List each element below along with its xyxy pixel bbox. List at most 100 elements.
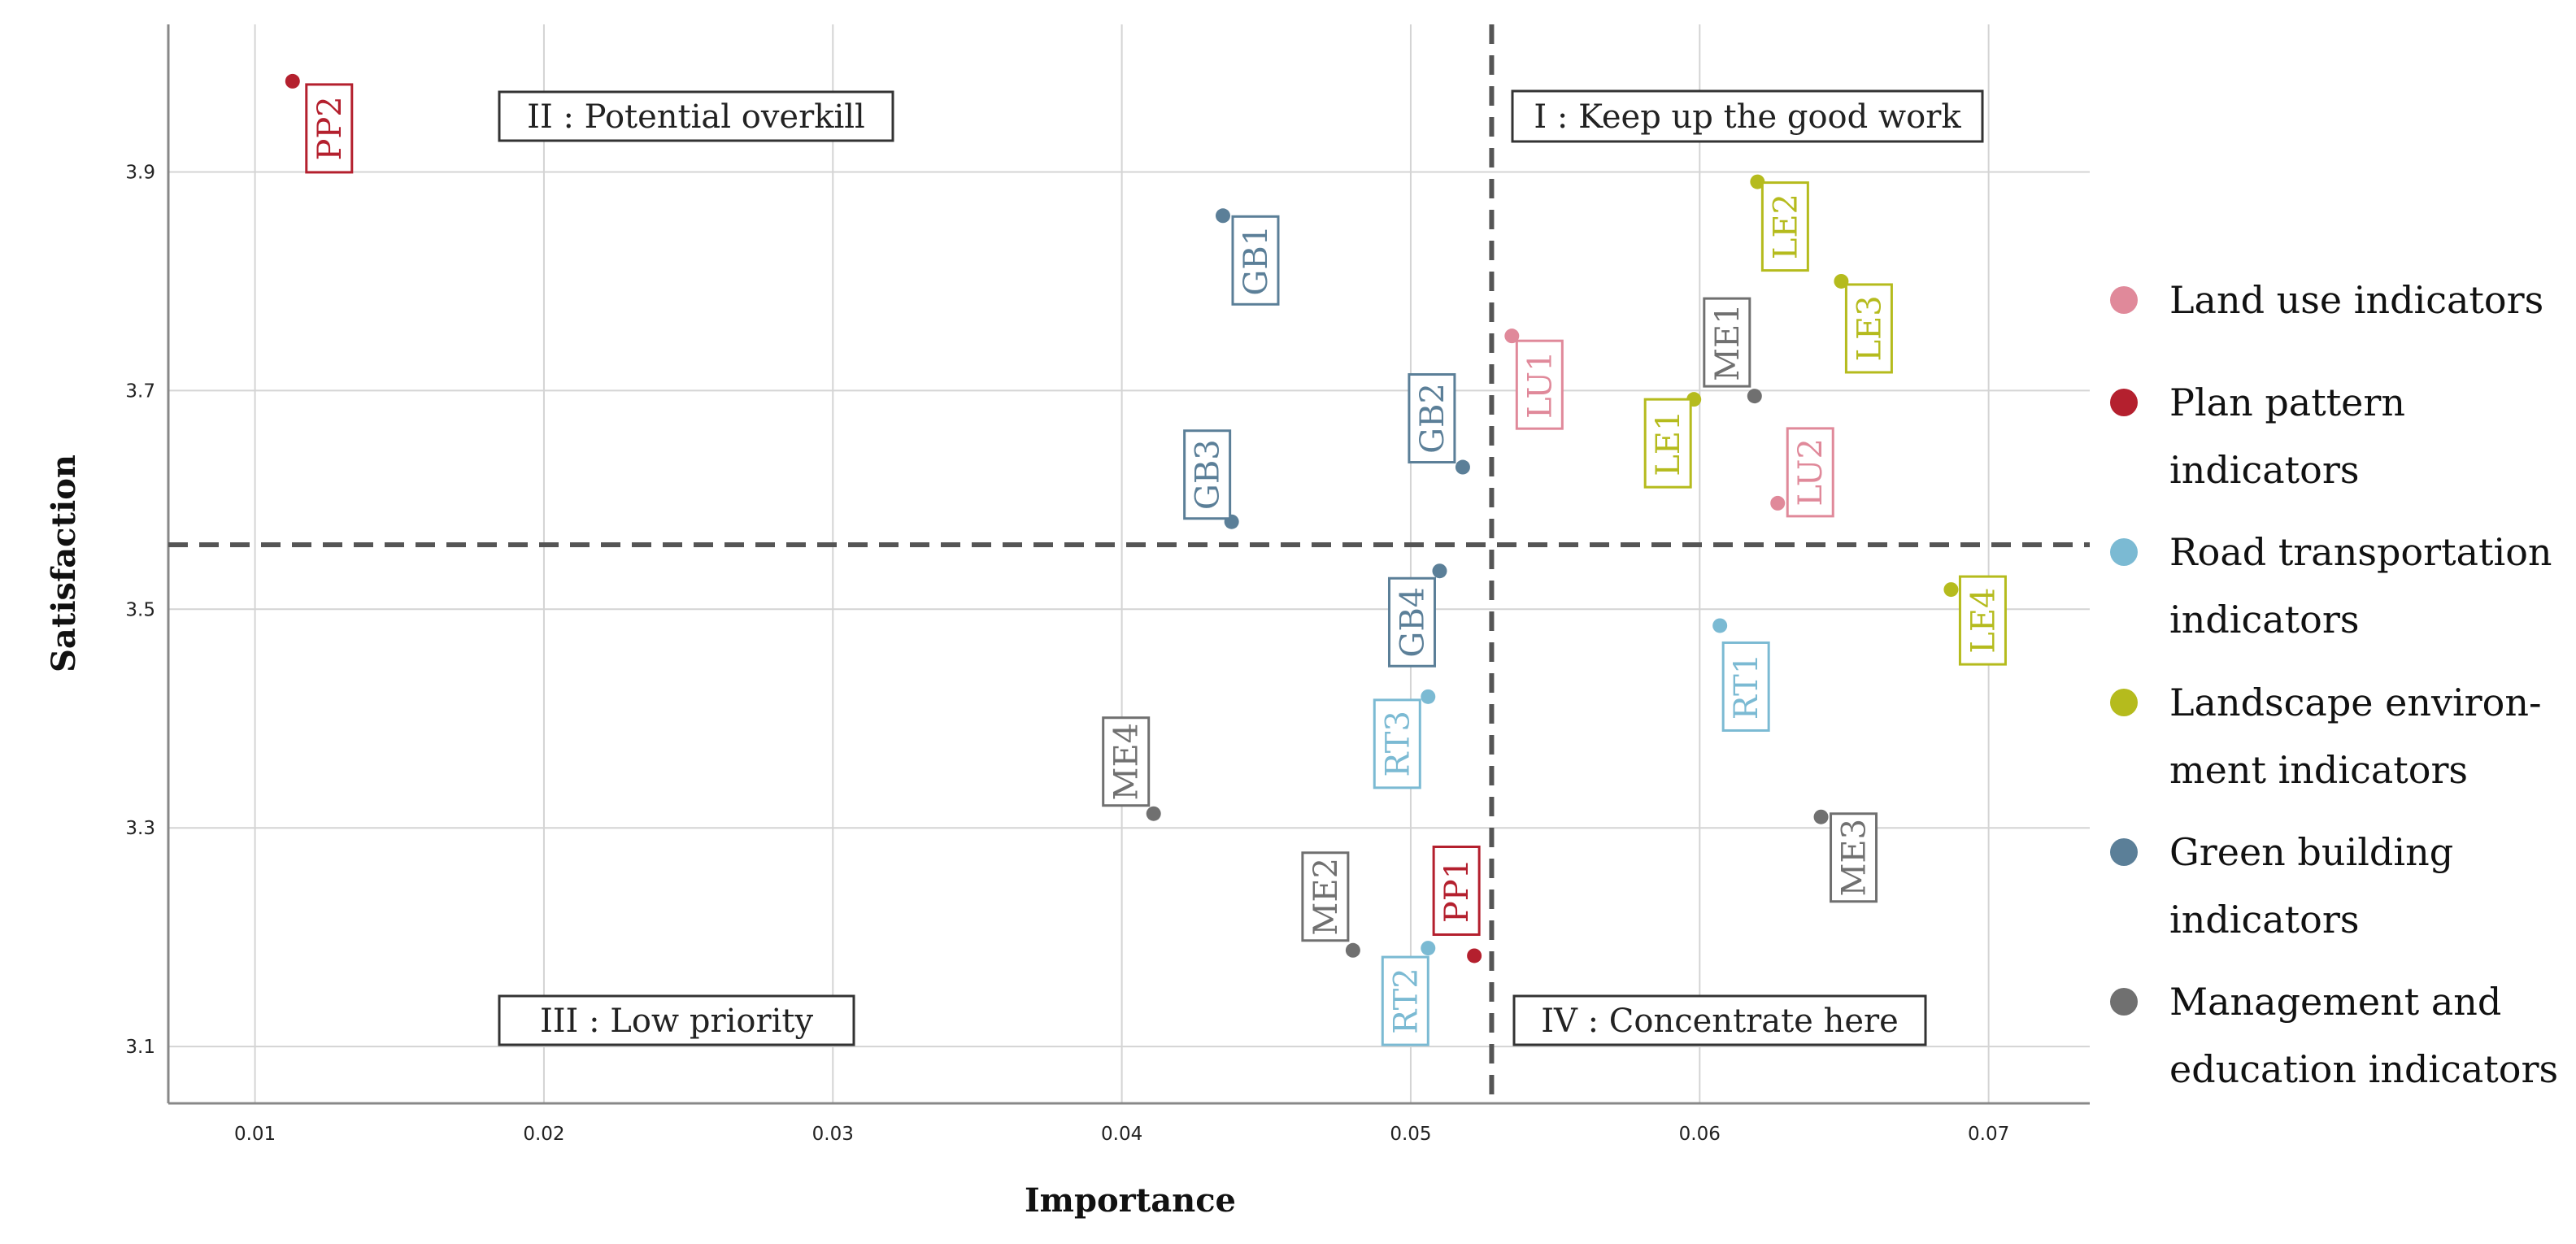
point-rt1 — [1712, 618, 1728, 633]
point-label-lu2: LU2 — [1786, 427, 1834, 518]
x-tick-label: 0.04 — [1101, 1124, 1142, 1145]
x-axis-title: Importance — [1025, 1181, 1236, 1220]
quadrant-label-q2: II : Potential overkill — [498, 90, 894, 142]
point-label-rt1: RT1 — [1721, 641, 1770, 732]
point-label-text: RT1 — [1728, 654, 1765, 720]
point-label-text: GB3 — [1190, 439, 1227, 510]
point-label-box — [1515, 339, 1564, 430]
x-tick-label: 0.06 — [1679, 1124, 1721, 1145]
point-label-me3: ME3 — [1830, 812, 1878, 903]
legend-item-4: Landscape environ-ment indicators — [2110, 681, 2542, 792]
point-label-le1: LE1 — [1643, 398, 1692, 489]
point-label-gb1: GB1 — [1231, 215, 1280, 306]
point-label-le2: LE2 — [1760, 181, 1809, 272]
point-label-me4: ME4 — [1102, 716, 1151, 807]
legend-label: ment indicators — [2169, 748, 2468, 792]
point-label-text: RT3 — [1379, 711, 1416, 777]
legend-item-6: Management and education indicators — [2110, 980, 2558, 1091]
legend-label: Green building — [2169, 830, 2453, 874]
point-pp1 — [1467, 948, 1482, 963]
point-label-box — [1432, 845, 1481, 936]
legend-marker — [2110, 389, 2138, 416]
point-gb2 — [1455, 459, 1470, 475]
point-label-box — [1830, 812, 1878, 903]
point-label-box — [1643, 398, 1692, 489]
x-tick-label: 0.05 — [1390, 1124, 1431, 1145]
legend-marker — [2110, 689, 2138, 716]
point-pp2 — [285, 73, 300, 89]
point-label-pp2: PP2 — [305, 83, 354, 174]
legend-marker — [2110, 538, 2138, 566]
point-label-box — [1373, 698, 1421, 789]
point-labels: LU1 LU2 PP2 PP1 RT1 RT2 RT3 LE1 LE2 LE3 LE4 GB1 GB2 G… — [305, 83, 2007, 1046]
quadrant-label-text: II : Potential overkill — [527, 98, 865, 136]
point-le4 — [1943, 582, 1959, 598]
point-label-gb2: GB2 — [1408, 373, 1456, 464]
y-tick-label: 3.3 — [125, 818, 155, 839]
quadrant-label-box — [1512, 994, 1927, 1046]
point-label-text: ME2 — [1308, 858, 1345, 936]
point-label-box — [1703, 297, 1751, 388]
point-label-text: GB1 — [1238, 225, 1275, 296]
point-label-text: ME4 — [1108, 723, 1146, 801]
point-label-le4: LE4 — [1958, 575, 2007, 666]
point-label-box — [1231, 215, 1280, 306]
quadrant-label-q4: IV : Concentrate here — [1512, 994, 1927, 1046]
legend-item-3: Road transportation indicators — [2110, 530, 2552, 642]
point-label-box — [1721, 641, 1770, 732]
point-label-box — [1381, 955, 1429, 1046]
legend-marker — [2110, 988, 2138, 1016]
tick-labels: 0.01 0.02 0.03 0.04 0.05 0.06 0.07 3.1 3.3 3.5 3.7… — [125, 163, 2009, 1145]
point-label-text: GB2 — [1414, 383, 1451, 454]
legend-label: Management and — [2169, 980, 2501, 1024]
x-tick-label: 0.02 — [523, 1124, 564, 1145]
x-tick-label: 0.01 — [234, 1124, 276, 1145]
point-label-gb4: GB4 — [1387, 576, 1436, 668]
y-tick-label: 3.7 — [125, 381, 155, 402]
point-label-rt2: RT2 — [1381, 955, 1429, 1046]
point-label-box — [1183, 429, 1232, 520]
quadrant-label-q1: I : Keep up the good work — [1511, 89, 1984, 143]
point-label-text: PP2 — [311, 96, 349, 160]
legend-label: indicators — [2169, 448, 2359, 492]
point-label-text: GB4 — [1394, 587, 1431, 658]
point-me3 — [1813, 809, 1829, 824]
point-label-text: PP1 — [1438, 859, 1476, 923]
quadrant-labels: I : Keep up the good work II : Potential … — [498, 89, 1984, 1046]
reference-lines — [168, 24, 2090, 1103]
y-tick-label: 3.9 — [125, 163, 155, 184]
axes — [167, 24, 2090, 1105]
legend-item-1: Land use indicators — [2110, 278, 2543, 322]
legend-label: Plan pattern — [2169, 381, 2405, 424]
point-label-text: RT2 — [1387, 968, 1425, 1034]
legend-label: indicators — [2169, 598, 2359, 642]
point-rt2 — [1421, 941, 1436, 956]
quadrant-label-text: I : Keep up the good work — [1534, 98, 1961, 136]
legend: Land use indicators Plan pattern indicator… — [2110, 278, 2558, 1091]
quadrant-label-q3: III : Low priority — [498, 994, 855, 1046]
point-label-box — [1387, 576, 1436, 668]
point-label-text: LE3 — [1851, 295, 1888, 361]
point-label-me2: ME2 — [1301, 851, 1350, 942]
point-label-box — [305, 83, 354, 174]
point-label-pp1: PP1 — [1432, 845, 1481, 936]
y-axis-title: Satisfaction — [45, 455, 83, 672]
legend-label: education indicators — [2169, 1047, 2558, 1091]
point-label-box — [1408, 373, 1456, 464]
grid-lines — [168, 24, 2090, 1103]
quadrant-label-text: III : Low priority — [540, 1003, 813, 1040]
point-label-box — [1786, 427, 1834, 518]
point-label-box — [1301, 851, 1350, 942]
quadrant-label-box — [1511, 89, 1984, 143]
legend-label: Land use indicators — [2169, 278, 2543, 322]
x-tick-label: 0.03 — [812, 1124, 854, 1145]
point-me1 — [1747, 389, 1762, 404]
point-label-lu1: LU1 — [1515, 339, 1564, 430]
legend-label: indicators — [2169, 898, 2359, 942]
point-label-rt3: RT3 — [1373, 698, 1421, 789]
point-lu2 — [1770, 495, 1786, 511]
point-label-text: ME3 — [1836, 819, 1873, 897]
legend-marker — [2110, 838, 2138, 866]
legend-item-5: Green building indicators — [2110, 830, 2453, 942]
